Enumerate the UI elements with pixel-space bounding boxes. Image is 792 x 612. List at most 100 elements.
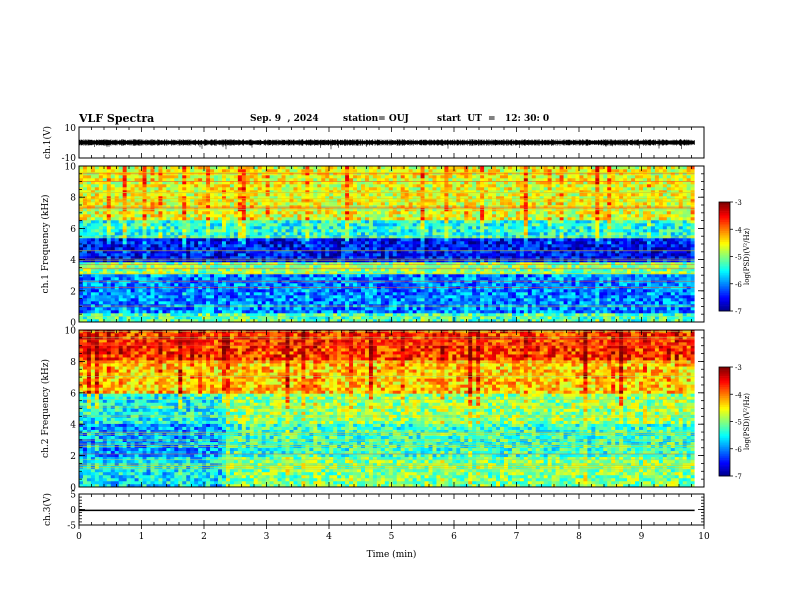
heatmap-cell xyxy=(361,316,366,320)
heatmap-cell xyxy=(162,283,167,287)
heatmap-cell xyxy=(408,211,413,215)
heatmap-cell xyxy=(122,202,127,206)
heatmap-cell xyxy=(118,214,123,218)
heatmap-cell xyxy=(372,169,378,173)
heatmap-cell xyxy=(218,181,223,185)
heatmap-cell xyxy=(257,262,262,266)
heatmap-cell xyxy=(166,313,171,317)
heatmap-cell xyxy=(214,298,219,302)
heatmap-cell xyxy=(225,247,231,251)
heatmap-cell xyxy=(134,232,139,236)
heatmap-cell xyxy=(345,220,350,224)
heatmap-cell xyxy=(126,175,131,179)
heatmap-cell xyxy=(392,304,398,308)
heatmap-cell xyxy=(424,289,429,293)
heatmap-cell xyxy=(186,268,191,272)
heatmap-cell xyxy=(218,319,223,323)
heatmap-cell xyxy=(166,289,171,293)
heatmap-cell xyxy=(285,298,290,302)
heatmap-cell xyxy=(444,226,449,230)
heatmap-cell xyxy=(368,184,374,188)
heatmap-cell xyxy=(408,283,413,287)
heatmap-cell xyxy=(210,166,215,170)
heatmap-cell xyxy=(114,304,120,308)
heatmap-cell xyxy=(210,244,215,248)
heatmap-cell xyxy=(206,265,211,269)
heatmap-cell xyxy=(349,199,354,203)
heatmap-cell xyxy=(353,181,358,185)
heatmap-cell xyxy=(273,307,278,311)
heatmap-cell xyxy=(202,235,207,239)
heatmap-cell xyxy=(166,268,171,272)
heatmap-cell xyxy=(313,181,318,185)
heatmap-cell xyxy=(138,289,143,293)
heatmap-cell xyxy=(289,187,294,191)
heatmap-cell xyxy=(229,202,235,206)
heatmap-cell xyxy=(436,190,441,194)
heatmap-cell xyxy=(110,181,116,185)
heatmap-cell xyxy=(210,226,215,230)
heatmap-cell xyxy=(146,319,151,323)
heatmap-cell xyxy=(245,280,251,284)
heatmap-cell xyxy=(357,277,362,281)
heatmap-cell xyxy=(257,187,262,191)
heatmap-cell xyxy=(416,220,421,224)
heatmap-cell xyxy=(265,184,270,188)
heatmap-cell xyxy=(424,181,429,185)
heatmap-cell xyxy=(361,280,366,284)
heatmap-cell xyxy=(368,205,374,209)
heatmap-cell xyxy=(285,181,290,185)
heatmap-cell xyxy=(424,175,429,179)
heatmap-cell xyxy=(162,310,167,314)
heatmap-cell xyxy=(321,301,326,305)
heatmap-cell xyxy=(158,277,163,281)
heatmap-cell xyxy=(79,301,84,305)
heatmap-cell xyxy=(424,232,429,236)
heatmap-cell xyxy=(138,313,143,317)
heatmap-cell xyxy=(186,244,191,248)
heatmap-cell xyxy=(301,256,306,260)
heatmap-cell xyxy=(388,295,394,299)
heatmap-cell xyxy=(249,238,255,242)
heatmap-cell xyxy=(376,307,382,311)
heatmap-cell xyxy=(281,169,286,173)
heatmap-cell xyxy=(448,175,453,179)
heatmap-cell xyxy=(114,211,120,215)
heatmap-cell xyxy=(349,190,354,194)
heatmap-cell xyxy=(166,202,171,206)
heatmap-cell xyxy=(90,319,96,323)
heatmap-cell xyxy=(186,223,191,227)
heatmap-cell xyxy=(281,214,286,218)
heatmap-cell xyxy=(376,229,382,233)
heatmap-cell xyxy=(361,307,366,311)
heatmap-cell xyxy=(98,310,104,314)
heatmap-cell xyxy=(202,205,207,209)
heatmap-cell xyxy=(90,289,96,293)
heatmap-cell xyxy=(364,220,370,224)
heatmap-cell xyxy=(198,283,203,287)
heatmap-cell xyxy=(162,268,167,272)
heatmap-cell xyxy=(301,220,306,224)
heatmap-cell xyxy=(412,319,417,323)
heatmap-cell xyxy=(273,313,278,317)
heatmap-cell xyxy=(380,223,386,227)
heatmap-cell xyxy=(122,247,127,251)
heatmap-cell xyxy=(325,229,330,233)
heatmap-cell xyxy=(408,256,413,260)
heatmap-cell xyxy=(265,202,270,206)
heatmap-cell xyxy=(297,253,302,257)
heatmap-cell xyxy=(174,238,179,242)
heatmap-cell xyxy=(94,280,100,284)
heatmap-cell xyxy=(261,232,266,236)
heatmap-cell xyxy=(293,226,298,230)
heatmap-cell xyxy=(301,292,306,296)
heatmap-cell xyxy=(150,226,155,230)
heatmap-cell xyxy=(122,304,127,308)
heatmap-cell xyxy=(186,169,191,173)
heatmap-cell xyxy=(440,184,445,188)
heatmap-cell xyxy=(357,181,362,185)
heatmap-cell xyxy=(408,196,413,200)
heatmap-cell xyxy=(102,307,108,311)
heatmap-cell xyxy=(102,310,108,314)
heatmap-cell xyxy=(357,295,362,299)
